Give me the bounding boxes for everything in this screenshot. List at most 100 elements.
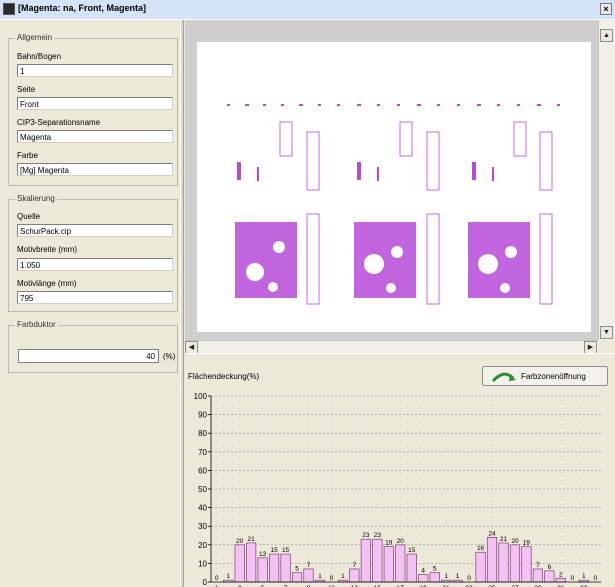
coverage-bar — [349, 568, 360, 583]
coverage-bar — [234, 544, 245, 583]
y-tick-label: 20 — [198, 541, 207, 550]
coverage-bar — [246, 542, 257, 583]
label-motivbreite: Motivbreite (mm) — [17, 245, 78, 254]
field-farbe[interactable]: [Mg] Magenta — [17, 163, 173, 176]
bar-value-label: 1 — [226, 573, 230, 580]
x-tick-label: 27 — [511, 585, 519, 587]
bar-value-label: 1 — [318, 573, 322, 580]
bar-value-label: 1 — [582, 573, 586, 580]
farbduktor-bar[interactable]: 40 — [18, 349, 159, 363]
bar-value-label: 0 — [571, 575, 575, 582]
bar-value-label: 20 — [236, 538, 244, 545]
x-tick-label: 21 — [443, 585, 451, 587]
bar-value-label: 23 — [374, 532, 382, 539]
y-tick-label: 0 — [203, 578, 208, 587]
bar-value-label: 15 — [270, 547, 278, 554]
title-bar: [Magenta: na, Front, Magenta] × — [0, 0, 615, 19]
coverage-bar — [429, 572, 440, 583]
scroll-up-arrow-icon[interactable]: ▲ — [600, 29, 613, 42]
chart-title: Flächendeckung(%) — [188, 372, 260, 381]
coverage-bar — [509, 544, 521, 583]
field-motivlaenge[interactable]: 795 — [17, 291, 173, 304]
bar-value-label: 1 — [341, 573, 345, 580]
coverage-bar — [269, 553, 280, 583]
print-sheet-preview — [197, 42, 591, 332]
field-bahn-bogen[interactable]: 1 — [17, 64, 173, 77]
scrollbar-corner — [598, 340, 615, 353]
coverage-bar — [257, 557, 268, 583]
bar-value-label: 7 — [536, 562, 540, 569]
bar-value-label: 15 — [408, 547, 416, 554]
x-tick-label: 19 — [420, 585, 428, 587]
bar-value-label: 19 — [523, 540, 531, 547]
x-tick-label: 7 — [284, 585, 288, 587]
bar-value-label: 7 — [353, 562, 357, 569]
y-tick-label: 80 — [198, 429, 207, 438]
bar-value-label: 23 — [362, 532, 370, 539]
bar-value-label: 20 — [511, 538, 519, 545]
x-tick-label: 29 — [534, 585, 542, 587]
bar-value-label: 16 — [477, 545, 485, 552]
bar-value-label: 1 — [444, 573, 448, 580]
y-tick-label: 70 — [198, 448, 207, 457]
y-tick-label: 60 — [198, 466, 207, 475]
farbzonenoeffnung-button[interactable]: Farbzonenöffnung — [482, 366, 608, 386]
x-tick-label: 11 — [328, 585, 335, 587]
bar-value-label: 0 — [215, 575, 219, 582]
coverage-bar — [280, 553, 291, 583]
scroll-down-arrow-icon[interactable]: ▼ — [600, 326, 613, 339]
bar-value-label: 4 — [421, 568, 425, 575]
field-quelle[interactable]: SchurPack.cip — [17, 224, 173, 237]
farbduktor-unit: (%) — [163, 352, 176, 361]
bar-value-label: 1 — [456, 573, 460, 580]
field-seite[interactable]: Front — [17, 97, 173, 110]
x-tick-label: 9 — [307, 585, 311, 587]
group-farbduktor: Farbduktor — [8, 320, 178, 373]
bar-value-label: 7 — [307, 562, 311, 569]
coverage-bar — [303, 568, 314, 583]
x-tick-label: 23 — [465, 585, 473, 587]
x-tick-label: 13 — [351, 585, 359, 587]
close-button[interactable]: × — [600, 3, 612, 15]
label-bahn-bogen: Bahn/Bogen — [17, 52, 62, 61]
y-tick-label: 100 — [194, 392, 208, 401]
preview-vertical-scrollbar[interactable]: ▲ ▼ — [598, 20, 615, 340]
coverage-bar — [418, 574, 429, 583]
coverage-bar — [486, 537, 498, 583]
label-seite: Seite — [17, 85, 36, 94]
splitter-vertical[interactable] — [180, 20, 184, 587]
bar-value-label: 0 — [330, 575, 334, 582]
bar-value-label: 21 — [500, 536, 508, 543]
app-icon — [3, 3, 15, 15]
x-tick-label: 15 — [374, 585, 382, 587]
bar-value-label: 15 — [282, 547, 290, 554]
separation-preview-image — [227, 104, 560, 305]
coverage-bar — [555, 577, 566, 583]
coverage-bar — [395, 544, 406, 583]
label-quelle: Quelle — [17, 212, 41, 221]
group-allgemein: Allgemein — [8, 33, 178, 186]
bar-value-label: 24 — [488, 530, 496, 537]
y-tick-label: 10 — [198, 559, 207, 568]
farbduktor-value: 40 — [146, 352, 155, 361]
coverage-bar — [475, 551, 486, 583]
x-tick-label: 31 — [557, 585, 565, 587]
label-farbe: Farbe — [17, 151, 38, 160]
preview-horizontal-scrollbar[interactable]: ◀ ▶ — [185, 340, 598, 354]
bar-value-label: 19 — [385, 540, 393, 547]
y-tick-label: 40 — [198, 504, 207, 513]
x-tick-label: 1 — [215, 585, 219, 587]
bar-value-label: 0 — [593, 575, 597, 582]
group-allgemein-legend: Allgemein — [15, 33, 55, 42]
coverage-bar — [383, 546, 394, 583]
coverage-bar — [406, 553, 417, 583]
bar-value-label: 20 — [397, 538, 405, 545]
farbzonenoeffnung-label: Farbzonenöffnung — [521, 372, 586, 381]
x-tick-label: 33 — [580, 585, 588, 587]
x-tick-label: 17 — [397, 585, 405, 587]
field-motivbreite[interactable]: 1.050 — [17, 258, 173, 271]
field-separationsname[interactable]: Magenta — [17, 130, 173, 143]
x-tick-label: 25 — [488, 585, 496, 587]
